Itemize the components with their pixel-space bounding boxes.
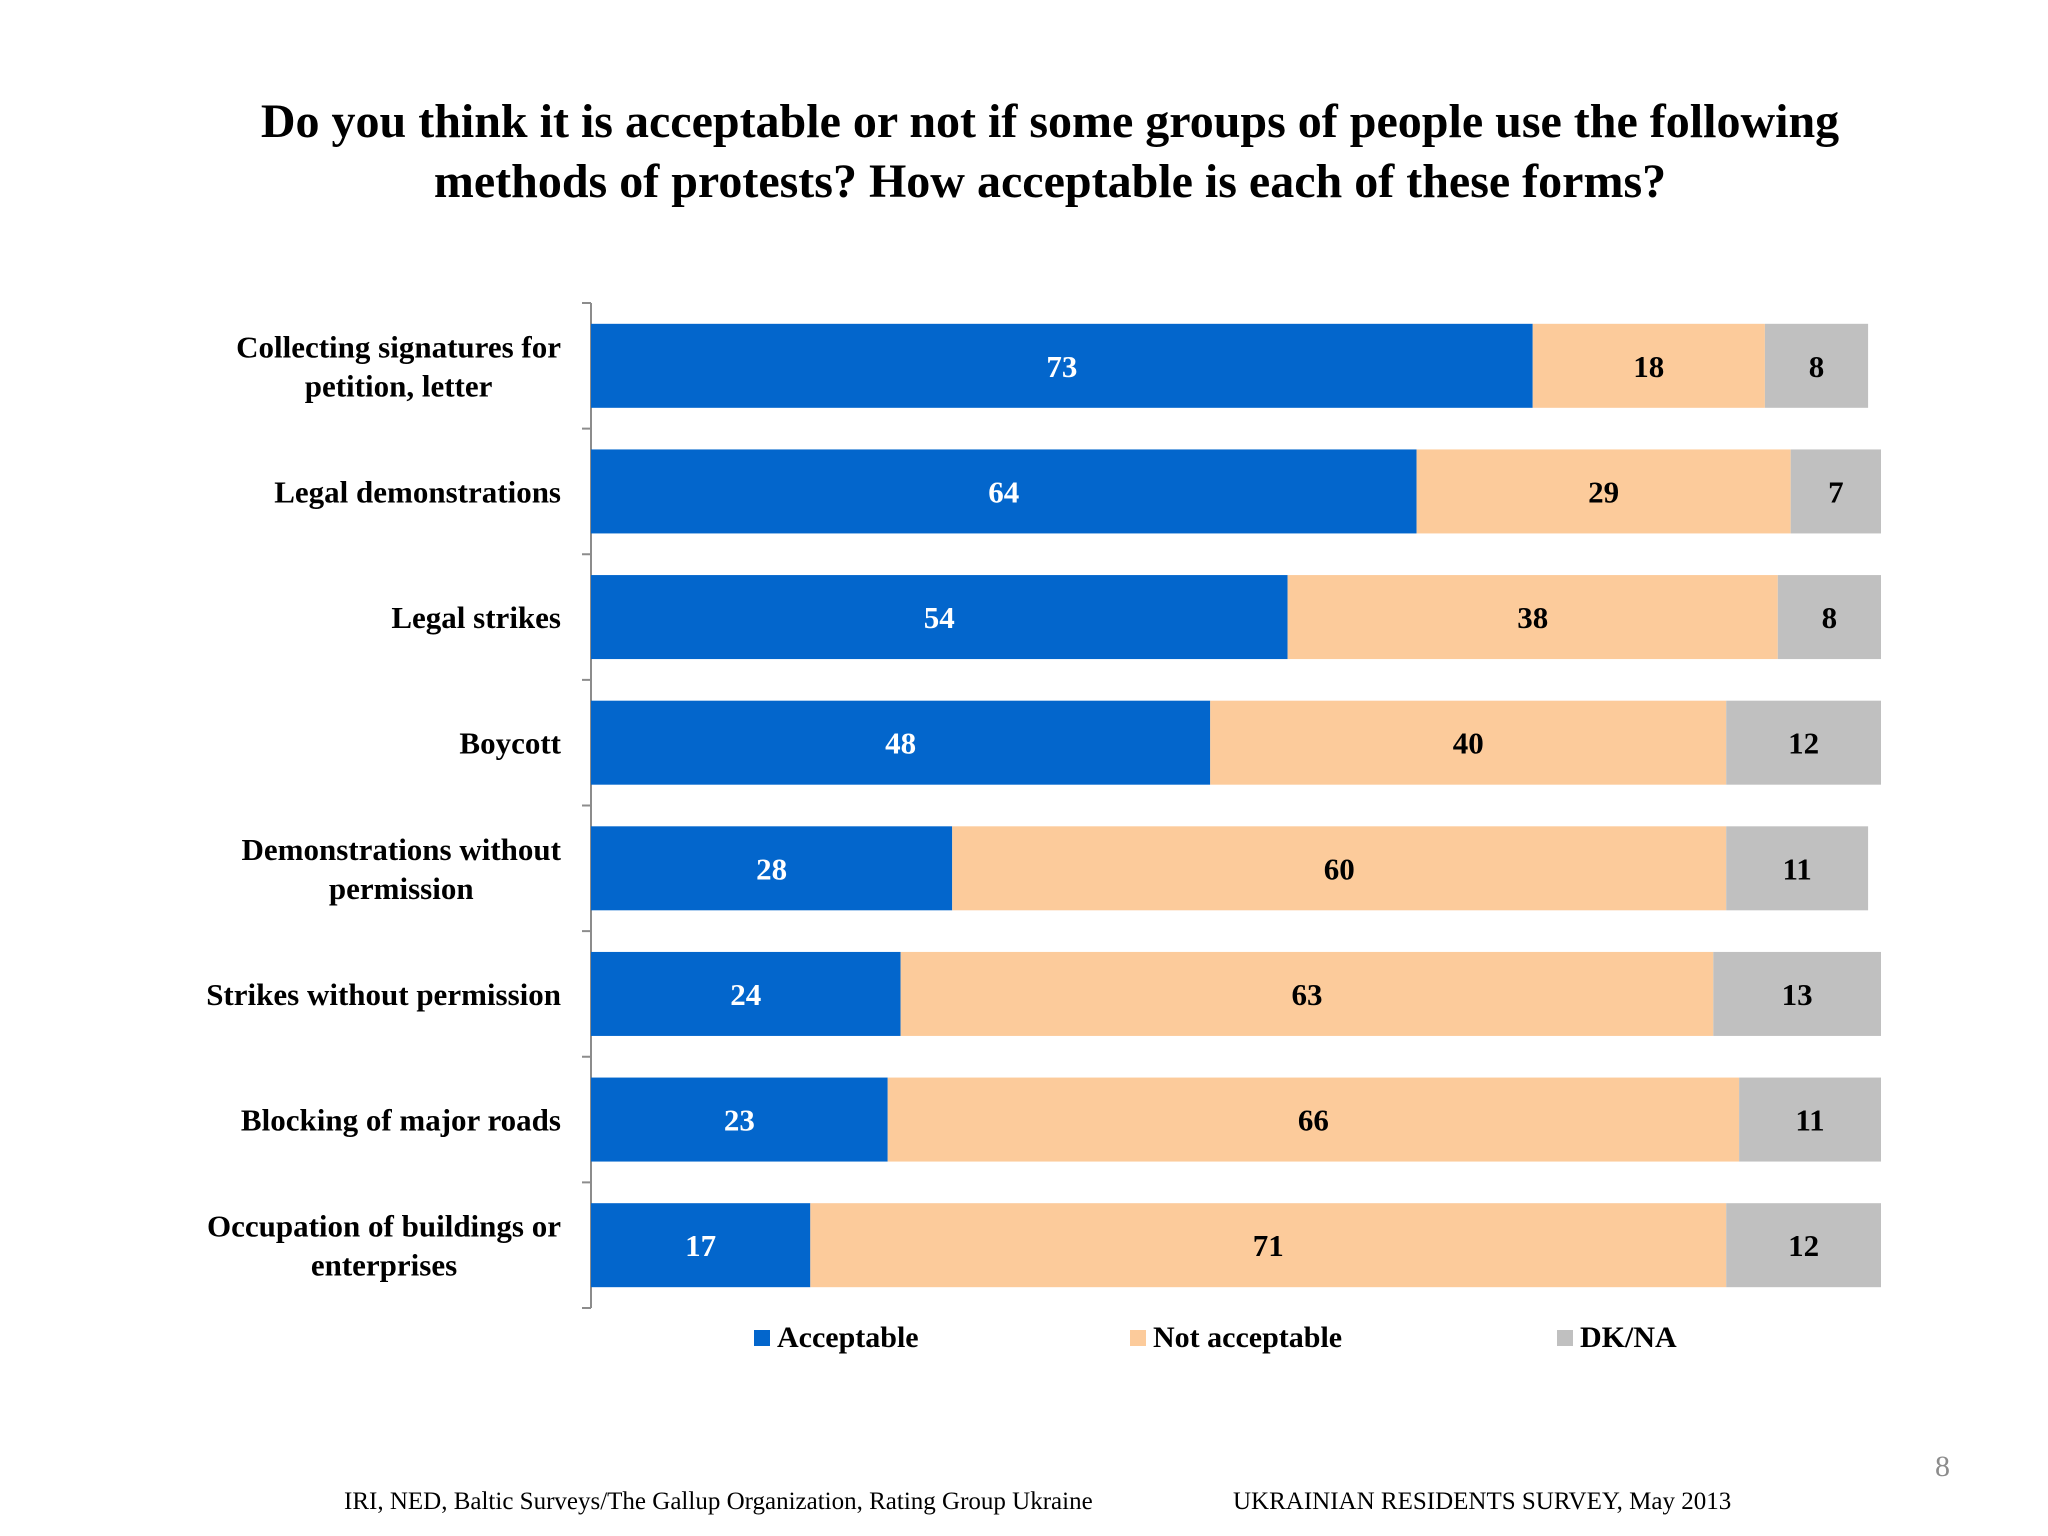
- chart-title-line-1: Do you think it is acceptable or not if …: [260, 95, 1840, 148]
- bar-not-acceptable-7: [810, 1203, 1727, 1288]
- data-label-dk-na-2: 8: [1822, 600, 1838, 635]
- data-label-dk-na-3: 12: [1788, 726, 1819, 761]
- data-label-dk-na-7: 12: [1788, 1228, 1819, 1263]
- category-label-7-line-1: Occupation of buildings or: [207, 1209, 561, 1244]
- bar-dk-na-6: [1739, 1077, 1881, 1162]
- category-label-0-line-1: Collecting signatures for: [236, 329, 561, 364]
- bar-acceptable-5: [591, 951, 901, 1036]
- data-label-dk-na-4: 11: [1783, 851, 1812, 886]
- data-label-not-acceptable-5: 63: [1291, 977, 1322, 1012]
- data-label-not-acceptable-4: 60: [1324, 851, 1355, 886]
- bar-not-acceptable-3: [1210, 700, 1727, 785]
- bars-layer: 73 18 8 64 29 7 54 38 8 48 40 12 28 60 11 24 63 13 23 66 11 1…: [591, 323, 1881, 1288]
- legend: Acceptable Not acceptable DK/NA: [754, 1321, 1677, 1354]
- legend-label-not-acceptable: Not acceptable: [1153, 1321, 1342, 1354]
- legend-swatch-acceptable: [754, 1330, 770, 1346]
- data-label-acceptable-4: 28: [756, 851, 787, 886]
- data-label-acceptable-5: 24: [730, 977, 761, 1012]
- footer-survey-title: UKRAINIAN RESIDENTS SURVEY, May 2013: [1233, 1488, 1732, 1515]
- data-label-acceptable-1: 64: [988, 474, 1019, 509]
- bar-dk-na-0: [1764, 323, 1869, 408]
- bar-dk-na-2: [1777, 575, 1881, 660]
- legend-swatch-not-acceptable: [1130, 1330, 1146, 1346]
- data-label-dk-na-5: 13: [1782, 977, 1813, 1012]
- chart-title: Do you think it is acceptable or not if …: [120, 92, 1980, 212]
- category-label-0-line-2: petition, letter: [305, 368, 493, 403]
- page-number: 8: [1935, 1450, 1950, 1483]
- bar-acceptable-2: [591, 575, 1288, 660]
- bar-dk-na-4: [1726, 826, 1869, 911]
- chart-title-line-2: methods of protests? How acceptable is e…: [433, 155, 1667, 208]
- bar-not-acceptable-6: [887, 1077, 1740, 1162]
- bar-not-acceptable-5: [900, 951, 1714, 1036]
- bar-acceptable-4: [591, 826, 953, 911]
- bar-acceptable-3: [591, 700, 1211, 785]
- data-label-acceptable-6: 23: [724, 1103, 755, 1138]
- category-label-2: Legal strikes: [391, 600, 561, 635]
- bar-dk-na-3: [1726, 700, 1881, 785]
- axis-layer: [582, 302, 592, 1309]
- category-label-7-line-2: enterprises: [311, 1248, 457, 1283]
- data-label-acceptable-3: 48: [885, 726, 916, 761]
- bar-not-acceptable-0: [1532, 323, 1765, 408]
- bar-dk-na-1: [1790, 449, 1881, 534]
- bar-dk-na-7: [1726, 1203, 1881, 1288]
- data-label-dk-na-0: 8: [1809, 349, 1825, 384]
- bar-not-acceptable-2: [1287, 575, 1778, 660]
- data-label-not-acceptable-6: 66: [1298, 1103, 1329, 1138]
- category-label-3: Boycott: [459, 726, 561, 761]
- legend-label-acceptable: Acceptable: [777, 1321, 919, 1354]
- data-label-dk-na-6: 11: [1795, 1103, 1824, 1138]
- bar-not-acceptable-4: [952, 826, 1727, 911]
- bar-acceptable-6: [591, 1077, 888, 1162]
- category-label-6: Blocking of major roads: [241, 1103, 561, 1138]
- footer-sources: IRI, NED, Baltic Surveys/The Gallup Orga…: [344, 1488, 1093, 1515]
- data-label-acceptable-0: 73: [1046, 349, 1077, 384]
- data-label-acceptable-2: 54: [924, 600, 955, 635]
- data-label-not-acceptable-2: 38: [1517, 600, 1548, 635]
- bar-acceptable-1: [591, 449, 1417, 534]
- category-labels: Collecting signatures for petition, lette…: [206, 329, 561, 1282]
- legend-swatch-dk-na: [1557, 1330, 1573, 1346]
- category-label-1: Legal demonstrations: [274, 474, 561, 509]
- legend-label-dk-na: DK/NA: [1580, 1321, 1677, 1354]
- category-label-4-line-1: Demonstrations without: [242, 832, 562, 867]
- category-label-5: Strikes without permission: [206, 977, 561, 1012]
- category-label-4-line-2: permission: [329, 871, 474, 906]
- data-label-not-acceptable-3: 40: [1453, 726, 1484, 761]
- data-label-not-acceptable-7: 71: [1253, 1228, 1284, 1263]
- bar-not-acceptable-1: [1416, 449, 1791, 534]
- data-label-not-acceptable-1: 29: [1588, 474, 1619, 509]
- data-label-acceptable-7: 17: [685, 1228, 716, 1263]
- bar-acceptable-7: [591, 1203, 811, 1288]
- bar-acceptable-0: [591, 323, 1533, 408]
- data-label-dk-na-1: 7: [1828, 474, 1844, 509]
- bar-dk-na-5: [1713, 951, 1881, 1036]
- data-label-not-acceptable-0: 18: [1633, 349, 1664, 384]
